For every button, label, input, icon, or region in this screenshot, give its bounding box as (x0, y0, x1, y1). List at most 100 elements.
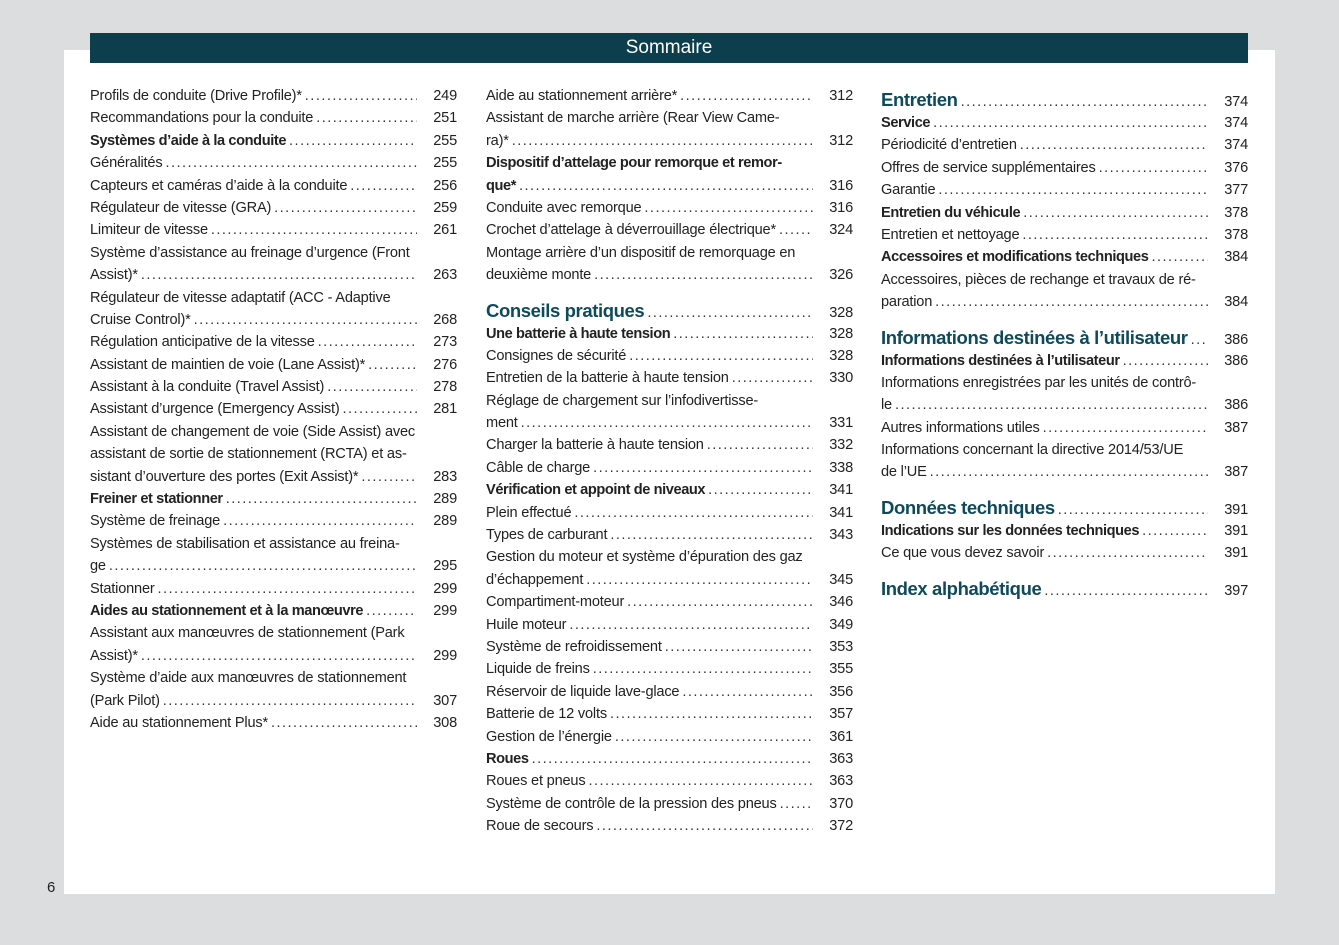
toc-entry[interactable]: Charger la batterie à haute tension 332 (486, 434, 853, 456)
toc-entry[interactable]: Limiteur de vitesse 261 (90, 219, 457, 241)
toc-page-number: 328 (829, 304, 853, 321)
toc-page-number: 326 (829, 267, 853, 284)
dot-leader (368, 354, 417, 376)
toc-entry[interactable]: Entretien de la batterie à haute tension… (486, 367, 853, 389)
toc-entry[interactable]: Consignes de sécurité 328 (486, 345, 853, 367)
toc-entry[interactable]: Huile moteur 349 (486, 614, 853, 636)
toc-entry[interactable]: Aides au stationnement et à la manœuvre 2… (90, 600, 457, 622)
toc-entry[interactable]: Compartiment-moteur 346 (486, 591, 853, 613)
toc-entry[interactable]: Roues et pneus 363 (486, 770, 853, 792)
toc-entry[interactable]: Roues 363 (486, 748, 853, 770)
dot-leader (519, 175, 813, 197)
toc-entry[interactable]: Ce que vous devez savoir 391 (881, 542, 1248, 564)
toc-entry[interactable]: Roue de secours 372 (486, 815, 853, 837)
toc-entry[interactable]: Garantie 377 (881, 179, 1248, 201)
page-number: 6 (47, 879, 56, 896)
toc-section-heading[interactable]: Index alphabétique 397 (881, 576, 1248, 601)
toc-entry[interactable]: Gestion de l’énergie 361 (486, 726, 853, 748)
dot-leader (521, 412, 813, 434)
toc-entry[interactable]: Autres informations utiles 387 (881, 417, 1248, 439)
toc-entry[interactable]: Vérification et appoint de niveaux 341 (486, 479, 853, 501)
toc-entry[interactable]: Accessoires, pièces de rechange et trava… (881, 269, 1248, 314)
toc-entry[interactable]: Informations enregistrées par les unités… (881, 372, 1248, 417)
toc-entry-text: Câble de charge (486, 459, 591, 476)
toc-entry[interactable]: Système d’aide aux manœuvres de stationn… (90, 667, 457, 712)
toc-page-number: 316 (829, 199, 853, 216)
toc-entry-text: Périodicité d’entretien (881, 137, 1017, 154)
toc-section-heading[interactable]: Conseils pratiques 328 (486, 298, 853, 323)
toc-entry-text: Freiner et stationner (90, 491, 223, 508)
toc-entry[interactable]: Réservoir de liquide lave-glace 356 (486, 681, 853, 703)
toc-entry-text: Informations enregistrées par les unités… (881, 374, 1197, 391)
toc-entry[interactable]: Entretien et nettoyage 378 (881, 224, 1248, 246)
toc-entry[interactable]: Régulateur de vitesse adaptatif (ACC - A… (90, 287, 457, 332)
toc-page-number: 289 (433, 491, 457, 508)
toc-entry[interactable]: Gestion du moteur et système d’épuration… (486, 546, 853, 591)
toc-entry[interactable]: Indications sur les données techniques 39… (881, 520, 1248, 542)
toc-entry[interactable]: Assistant de marche arrière (Rear View C… (486, 107, 853, 152)
toc-entry[interactable]: Batterie de 12 volts 357 (486, 703, 853, 725)
toc-entry[interactable]: Périodicité d’entretien 374 (881, 134, 1248, 156)
toc-entry-text: Réglage de chargement sur l’infodivertis… (486, 392, 759, 409)
toc-entry[interactable]: Liquide de freins 355 (486, 658, 853, 680)
toc-page-number: 346 (829, 594, 853, 611)
dot-leader (223, 510, 417, 532)
toc-entry[interactable]: Informations concernant la directive 201… (881, 439, 1248, 484)
toc-entry[interactable]: Généralités 255 (90, 152, 457, 174)
toc-section-heading[interactable]: Entretien 374 (881, 87, 1248, 112)
toc-entry[interactable]: Montage arrière d’un dispositif de remor… (486, 242, 853, 287)
dot-leader (271, 712, 417, 734)
toc-entry[interactable]: Régulateur de vitesse (GRA) 259 (90, 197, 457, 219)
toc-entry[interactable]: Systèmes d’aide à la conduite 255 (90, 130, 457, 152)
toc-page-number: 255 (433, 132, 457, 149)
toc-entry-text: assistant de sortie de stationnement (RC… (90, 446, 407, 463)
toc-entry[interactable]: Freiner et stationner 289 (90, 488, 457, 510)
toc-entry[interactable]: Service 374 (881, 112, 1248, 134)
dot-leader (327, 376, 417, 398)
toc-entry-text: Recommandations pour la conduite (90, 110, 314, 127)
toc-entry-text: Système de refroidissement (486, 638, 662, 655)
toc-entry[interactable]: Conduite avec remorque 316 (486, 197, 853, 219)
toc-entry[interactable]: Capteurs et caméras d’aide à la conduite… (90, 175, 457, 197)
toc-entry[interactable]: Dispositif d’attelage pour remorque et r… (486, 152, 853, 197)
toc-page-number: 312 (829, 132, 853, 149)
toc-entry[interactable]: Assistant d’urgence (Emergency Assist) 28… (90, 398, 457, 420)
toc-entry[interactable]: Assistant de changement de voie (Side As… (90, 421, 457, 488)
toc-entry[interactable]: Recommandations pour la conduite 251 (90, 107, 457, 129)
toc-entry[interactable]: Crochet d’attelage à déverrouillage élec… (486, 219, 853, 241)
toc-entry[interactable]: Profils de conduite (Drive Profile)* 249 (90, 85, 457, 107)
toc-entry[interactable]: Informations destinées à l’utilisateur 38… (881, 350, 1248, 372)
toc-entry[interactable]: Assistant à la conduite (Travel Assist) 2… (90, 376, 457, 398)
toc-entry-text: Roues et pneus (486, 773, 586, 790)
toc-entry[interactable]: Types de carburant 343 (486, 524, 853, 546)
toc-entry[interactable]: Système de contrôle de la pression des p… (486, 793, 853, 815)
toc-entry[interactable]: Plein effectué 341 (486, 502, 853, 524)
toc-entry[interactable]: Accessoires et modifications techniques 3… (881, 246, 1248, 268)
toc-entry[interactable]: Aide au stationnement Plus* 308 (90, 712, 457, 734)
toc-entry[interactable]: Assistant de maintien de voie (Lane Assi… (90, 354, 457, 376)
toc-entry[interactable]: Câble de charge 338 (486, 457, 853, 479)
toc-entry-text: Système d’aide aux manœuvres de stationn… (90, 670, 407, 687)
toc-entry[interactable]: Aide au stationnement arrière* 312 (486, 85, 853, 107)
dot-leader (1043, 417, 1208, 439)
toc-entry[interactable]: Assistant aux manœuvres de stationnement… (90, 622, 457, 667)
toc-entry[interactable]: Système de refroidissement 353 (486, 636, 853, 658)
toc-entry[interactable]: Réglage de chargement sur l’infodivertis… (486, 390, 853, 435)
toc-entry[interactable]: Offres de service supplémentaires 376 (881, 157, 1248, 179)
toc-entry-text: Liquide de freins (486, 661, 590, 678)
toc-page-number: 259 (433, 199, 457, 216)
toc-entry-text: Montage arrière d’un dispositif de remor… (486, 244, 796, 261)
toc-entry[interactable]: Une batterie à haute tension 328 (486, 323, 853, 345)
toc-column-2: Aide au stationnement arrière* 312 Assista… (486, 85, 853, 838)
toc-entry[interactable]: Systèmes de stabilisation et assistance … (90, 533, 457, 578)
toc-section-heading[interactable]: Informations destinées à l’utilisateur 38… (881, 325, 1248, 350)
toc-entry[interactable]: Entretien du véhicule 378 (881, 202, 1248, 224)
toc-entry[interactable]: Système de freinage 289 (90, 510, 457, 532)
toc-entry[interactable]: Stationner 299 (90, 578, 457, 600)
header-title: Sommaire (625, 37, 713, 58)
dot-leader (610, 524, 813, 546)
toc-section-heading[interactable]: Données techniques 391 (881, 495, 1248, 520)
toc-entry[interactable]: Régulation anticipative de la vitesse 273 (90, 331, 457, 353)
toc-page-number: 397 (1224, 582, 1248, 599)
toc-entry[interactable]: Système d’assistance au freinage d’urgen… (90, 242, 457, 287)
